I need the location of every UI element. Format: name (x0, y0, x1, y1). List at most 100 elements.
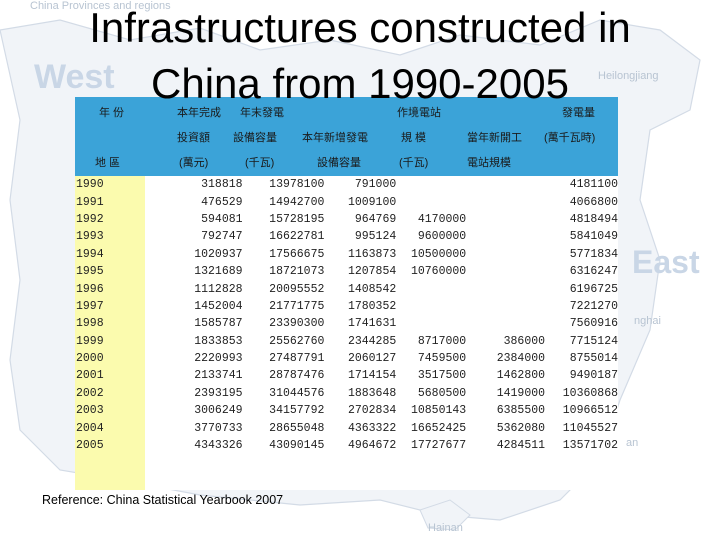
year-cell: 1995 (76, 265, 104, 279)
value-cell: 18721073 (269, 265, 325, 279)
value-cell: 25562760 (269, 334, 325, 348)
value-cell: 1780352 (347, 299, 397, 313)
year-cell: 1998 (76, 317, 104, 331)
year-cell: 1991 (76, 195, 104, 209)
value-cell: 4818494 (569, 212, 618, 226)
value-cell: 386000 (503, 334, 546, 348)
table-row: 1990 318818 13978100 791000 4181100 (75, 176, 618, 193)
value-cell: 995124 (354, 230, 397, 244)
value-cell: 5771834 (569, 247, 618, 261)
value-cell (466, 193, 545, 210)
header-cell: 規 模 (401, 132, 427, 144)
infrastructure-table: 年 份 本年完成 年末發電 作境電站 發電量 投資額 設備容量 本年新增發電 規… (75, 97, 618, 490)
value-cell: 1020937 (194, 247, 243, 261)
value-cell: 1741631 (347, 317, 397, 331)
value-cell: 1207854 (347, 265, 397, 279)
table-row: 1997 1452004 21771775 1780352 7221270 (75, 298, 618, 315)
region-label-west: West (34, 58, 115, 96)
province-label-hainan: Hainan (428, 522, 463, 534)
map-caption: China Provinces and regions (30, 0, 171, 12)
value-cell: 7560916 (569, 317, 618, 331)
year-cell: 1990 (76, 178, 104, 192)
reference-note: Reference: China Statistical Yearbook 20… (42, 493, 284, 507)
value-cell: 17727677 (410, 439, 467, 453)
year-cell: 1993 (76, 230, 104, 244)
value-cell: 2393195 (194, 386, 243, 400)
value-cell: 1408542 (347, 282, 397, 296)
year-cell: 2004 (76, 421, 104, 435)
value-cell: 1321689 (194, 265, 243, 279)
value-cell: 2384000 (496, 352, 546, 366)
value-cell (396, 315, 466, 332)
value-cell: 4284511 (496, 439, 546, 453)
year-cell: 2001 (76, 369, 104, 383)
value-cell (466, 228, 545, 245)
table-row: 2001 2133741 28787476 1714154 3517500 1462800… (75, 367, 618, 384)
table-row: 2004 3770733 28655048 4363322 16652425 536208… (75, 419, 618, 436)
value-cell (396, 298, 466, 315)
table-row: 1993 792747 16622781 995124 9600000 5841049 (75, 228, 618, 245)
value-cell: 43090145 (269, 439, 325, 453)
header-cell: 發電量 (562, 107, 595, 119)
slide-title: Infrastructures constructed in China fro… (0, 0, 720, 112)
value-cell (396, 193, 466, 210)
table-row: 2005 4343326 43090145 4964672 17727677 428451… (75, 437, 618, 454)
value-cell: 23390300 (269, 317, 325, 331)
value-cell: 8717000 (417, 334, 467, 348)
province-label-heilongjiang: Heilongjiang (598, 70, 659, 82)
title-line-2: China from 1990-2005 (151, 60, 569, 107)
value-cell: 3006249 (194, 404, 243, 418)
value-cell: 13571702 (562, 439, 618, 453)
header-cell: 投資額 (177, 132, 210, 144)
value-cell: 1163873 (347, 247, 397, 261)
value-cell: 1833853 (194, 334, 243, 348)
value-cell (466, 263, 545, 280)
value-cell: 28655048 (269, 421, 325, 435)
year-cell: 1992 (76, 212, 104, 226)
year-cell: 2005 (76, 439, 104, 453)
value-cell: 10850143 (410, 404, 467, 418)
year-cell: 2000 (76, 352, 104, 366)
value-cell (396, 176, 466, 193)
table-row: 1991 476529 14942700 1009100 4066800 (75, 193, 618, 210)
value-cell: 31044576 (269, 386, 325, 400)
value-cell: 6316247 (569, 265, 618, 279)
province-label-shanghai: nghai (634, 315, 661, 327)
value-cell: 476529 (201, 195, 243, 209)
value-cell: 4066800 (569, 195, 618, 209)
value-cell: 9490187 (569, 369, 618, 383)
value-cell (466, 176, 545, 193)
value-cell (466, 246, 545, 263)
header-cell: 本年完成 (177, 107, 221, 119)
value-cell: 14942700 (269, 195, 325, 209)
value-cell: 2702834 (347, 404, 397, 418)
value-cell (466, 315, 545, 332)
value-cell: 7221270 (569, 299, 618, 313)
table-body: 1990 318818 13978100 791000 4181100 1991 47652… (75, 176, 618, 454)
year-cell: 1997 (76, 299, 104, 313)
value-cell: 4363322 (347, 421, 397, 435)
value-cell: 792747 (201, 230, 243, 244)
value-cell: 16652425 (410, 421, 467, 435)
value-cell (466, 280, 545, 297)
value-cell: 7459500 (417, 352, 467, 366)
province-label-partial: an (626, 437, 639, 449)
table-row: 1996 1112828 20095552 1408542 6196725 (75, 280, 618, 297)
value-cell: 13978100 (269, 178, 325, 192)
header-cell: (千瓦) (245, 157, 275, 169)
value-cell: 27487791 (269, 352, 325, 366)
value-cell: 9600000 (417, 230, 467, 244)
value-cell: 2344285 (347, 334, 397, 348)
value-cell: 3770733 (194, 421, 243, 435)
year-cell: 1999 (76, 334, 104, 348)
value-cell: 1452004 (194, 299, 243, 313)
value-cell: 4343326 (194, 439, 243, 453)
value-cell: 6196725 (569, 282, 618, 296)
year-cell: 1994 (76, 247, 104, 261)
table-row: 1999 1833853 25562760 2344285 8717000 386000 7… (75, 333, 618, 350)
table-row: 1995 1321689 18721073 1207854 10760000 631624… (75, 263, 618, 280)
header-cell: 設備容量 (317, 157, 361, 169)
value-cell: 1883648 (347, 386, 397, 400)
value-cell: 5362080 (496, 421, 546, 435)
value-cell: 6385500 (496, 404, 546, 418)
